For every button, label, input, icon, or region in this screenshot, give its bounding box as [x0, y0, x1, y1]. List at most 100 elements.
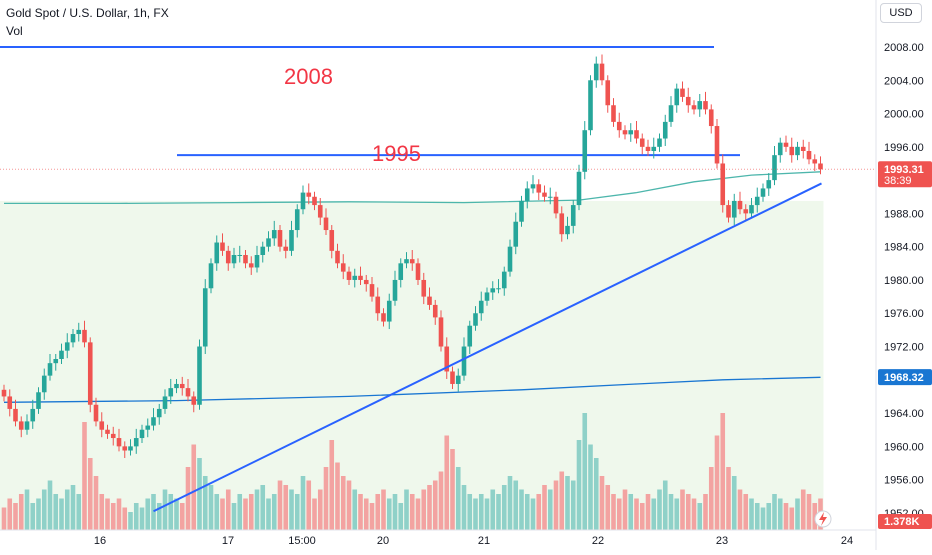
candle[interactable]	[59, 343, 64, 364]
candle[interactable]	[570, 200, 576, 234]
candle[interactable]	[605, 75, 611, 113]
candle[interactable]	[455, 368, 461, 392]
volume-indicator-label[interactable]: Vol	[6, 24, 23, 38]
candle[interactable]	[639, 133, 645, 155]
candle[interactable]	[806, 141, 812, 165]
candle[interactable]	[36, 387, 41, 414]
candle[interactable]	[220, 233, 225, 256]
candle[interactable]	[133, 428, 139, 454]
candle[interactable]	[271, 220, 277, 246]
candle[interactable]	[202, 279, 208, 355]
candle[interactable]	[553, 191, 559, 219]
candle[interactable]	[409, 250, 415, 271]
candle[interactable]	[185, 378, 191, 402]
candle[interactable]	[306, 183, 312, 205]
candle[interactable]	[662, 114, 668, 147]
candle[interactable]	[760, 183, 766, 202]
candle[interactable]	[162, 389, 168, 414]
candle[interactable]	[812, 154, 818, 171]
candle[interactable]	[231, 247, 237, 269]
candle[interactable]	[616, 112, 622, 138]
candle[interactable]	[70, 329, 76, 348]
candle[interactable]	[513, 212, 519, 255]
candle[interactable]	[766, 173, 772, 196]
candle[interactable]	[260, 241, 266, 263]
candle[interactable]	[122, 441, 128, 459]
candle[interactable]	[467, 320, 473, 355]
candle[interactable]	[30, 399, 36, 429]
candle[interactable]	[1, 384, 7, 402]
candle[interactable]	[363, 274, 369, 292]
candle[interactable]	[266, 231, 271, 252]
candle[interactable]	[174, 378, 179, 394]
candle[interactable]	[708, 104, 714, 134]
candle[interactable]	[248, 256, 254, 275]
candle[interactable]	[289, 220, 294, 256]
currency-button[interactable]: USD	[880, 3, 922, 23]
symbol-title[interactable]: Gold Spot / U.S. Dollar, 1h, FX	[6, 6, 169, 20]
candle[interactable]	[156, 403, 162, 425]
candle[interactable]	[680, 81, 685, 102]
candle[interactable]	[76, 322, 82, 342]
candle[interactable]	[392, 270, 398, 306]
candle[interactable]	[329, 225, 335, 259]
candle[interactable]	[197, 339, 202, 410]
candle[interactable]	[432, 299, 438, 325]
candle[interactable]	[404, 252, 409, 269]
candle[interactable]	[53, 354, 59, 371]
candle[interactable]	[13, 399, 18, 427]
last-price-badge[interactable]	[878, 161, 932, 188]
candle[interactable]	[444, 337, 450, 379]
candle[interactable]	[800, 139, 806, 159]
candle[interactable]	[749, 198, 754, 219]
candle[interactable]	[484, 287, 490, 306]
candle[interactable]	[64, 333, 70, 359]
candle[interactable]	[576, 164, 582, 211]
candle[interactable]	[536, 179, 542, 201]
candle[interactable]	[105, 424, 110, 439]
candle[interactable]	[599, 54, 605, 86]
candle[interactable]	[651, 137, 657, 159]
candle[interactable]	[507, 239, 513, 277]
candle[interactable]	[312, 191, 317, 211]
candle[interactable]	[777, 137, 783, 163]
candle[interactable]	[754, 187, 760, 213]
candle[interactable]	[685, 87, 691, 113]
candle[interactable]	[346, 266, 352, 285]
candle[interactable]	[381, 308, 386, 327]
candle[interactable]	[191, 391, 197, 413]
candle[interactable]	[743, 204, 749, 221]
candle[interactable]	[691, 100, 697, 115]
candle[interactable]	[450, 366, 455, 389]
candle[interactable]	[277, 225, 283, 252]
candle[interactable]	[772, 146, 777, 186]
candle[interactable]	[168, 378, 174, 404]
candle[interactable]	[283, 239, 289, 259]
candle[interactable]	[82, 320, 87, 348]
candle[interactable]	[294, 204, 300, 238]
candle[interactable]	[565, 216, 570, 240]
candle[interactable]	[427, 287, 432, 310]
candle[interactable]	[254, 245, 260, 273]
candle[interactable]	[783, 135, 789, 152]
candle[interactable]	[335, 243, 340, 269]
candle[interactable]	[323, 208, 329, 236]
candle[interactable]	[128, 439, 133, 456]
candle[interactable]	[369, 277, 375, 302]
candle[interactable]	[478, 291, 484, 321]
candle[interactable]	[559, 206, 565, 242]
candle[interactable]	[99, 412, 105, 438]
candle[interactable]	[818, 156, 823, 175]
candle[interactable]	[151, 408, 156, 431]
candle[interactable]	[668, 96, 674, 127]
candle[interactable]	[490, 281, 496, 300]
candle[interactable]	[208, 258, 214, 294]
candle[interactable]	[421, 272, 427, 305]
candle[interactable]	[87, 337, 93, 413]
candle[interactable]	[703, 91, 708, 115]
candle[interactable]	[237, 245, 243, 263]
candle[interactable]	[18, 416, 24, 438]
candle[interactable]	[116, 428, 122, 452]
